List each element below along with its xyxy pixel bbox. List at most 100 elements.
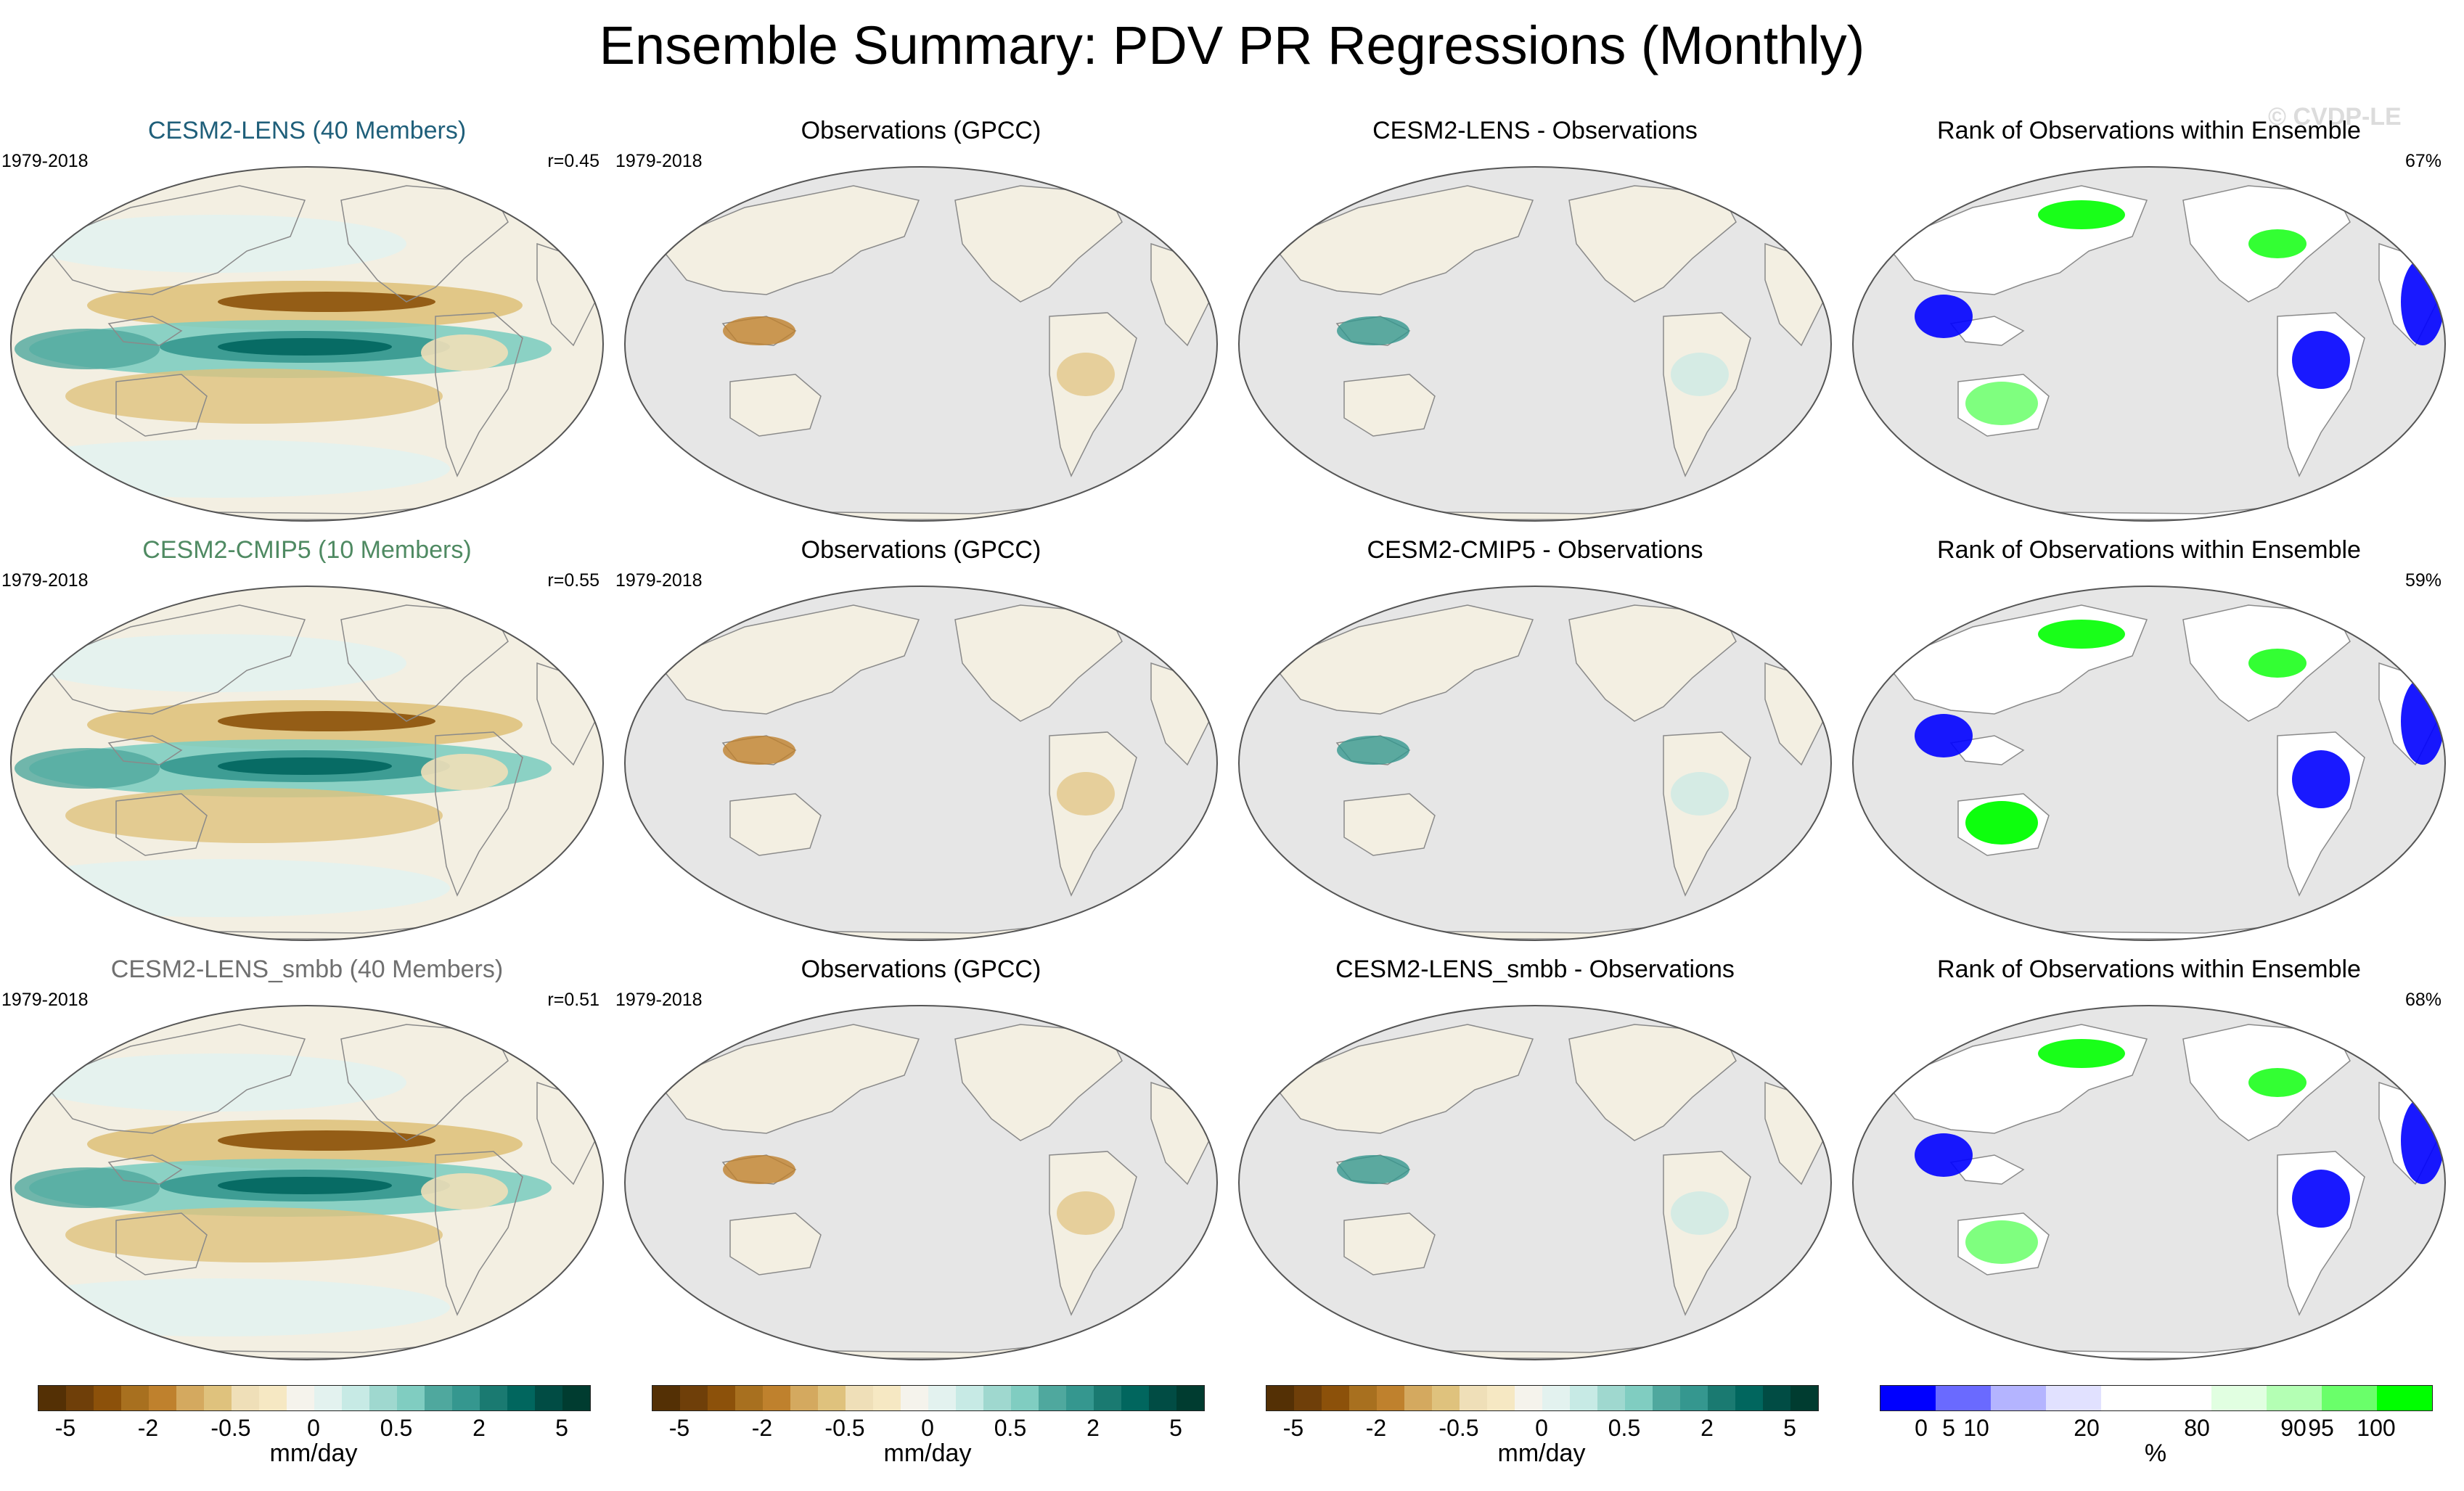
colorbar-swatch (652, 1386, 680, 1410)
colorbar-swatch (1936, 1386, 1991, 1410)
colorbar-tick-label: -2 (137, 1415, 159, 1441)
colorbar-swatch (2267, 1386, 2322, 1410)
colorbar-swatch (1011, 1386, 1039, 1410)
colorbar-obs-ticks: -5 -2 -0.5 0 0.5 2 5 (652, 1415, 1203, 1444)
colorbar-tick-label: 20 (2074, 1415, 2100, 1441)
period-label: 1979-2018 (1, 570, 89, 591)
colorbar-diff-unit: mm/day (1497, 1439, 1586, 1467)
colorbar-swatch (1294, 1386, 1322, 1410)
colorbar-swatch (1176, 1386, 1204, 1410)
colorbar-swatch (1266, 1386, 1294, 1410)
panel-model-row3: CESM2-LENS_smbb (40 Members) 1979-2018 r=0… (0, 955, 614, 1374)
colorbar-rank (1880, 1385, 2433, 1411)
colorbar-model-ticks: -5 -2 -0.5 0 0.5 2 5 (38, 1415, 589, 1444)
colorbar-swatch (1735, 1386, 1763, 1410)
colorbar-swatch (232, 1386, 259, 1410)
colorbar-swatch (1597, 1386, 1625, 1410)
colorbar-swatch (818, 1386, 846, 1410)
colorbar-swatch (1149, 1386, 1176, 1410)
colorbar-tick-label: -5 (668, 1415, 690, 1441)
obs-map (623, 166, 1219, 522)
colorbar-swatch (149, 1386, 176, 1410)
colorbar-swatch (873, 1386, 901, 1410)
diff-panel-title: CESM2-LENS_smbb - Observations (1335, 956, 1735, 983)
panel-obs-row2: Observations (GPCC) 1979-2018 (614, 535, 1228, 955)
colorbar-tick-label: -0.5 (210, 1415, 251, 1441)
diff-map (1237, 586, 1833, 941)
rank-percent-label: 68% (2404, 990, 2442, 1010)
colorbar-swatch (507, 1386, 535, 1410)
colorbar-tick-label: 5 (1942, 1415, 1955, 1441)
colorbar-swatch (287, 1386, 314, 1410)
obs-panel-title: Observations (GPCC) (801, 536, 1041, 564)
colorbar-tick-label: 0 (1915, 1415, 1928, 1441)
colorbar-swatch (1432, 1386, 1460, 1410)
panel-diff-row2: CESM2-CMIP5 - Observations (1228, 535, 1842, 955)
pattern-correlation-label: r=0.55 (547, 570, 599, 591)
colorbar-tick-label: 0 (307, 1415, 320, 1441)
colorbar-swatch (2211, 1386, 2267, 1410)
colorbar-swatch (2101, 1386, 2156, 1410)
rank-panel-title: Rank of Observations within Ensemble (1937, 956, 2361, 983)
colorbar-swatch (176, 1386, 204, 1410)
colorbar-tick-label: 0 (921, 1415, 934, 1441)
rank-map (1851, 166, 2447, 522)
colorbar-swatch (1404, 1386, 1432, 1410)
colorbar-swatch (1515, 1386, 1542, 1410)
colorbar-swatch (1625, 1386, 1653, 1410)
colorbar-swatch (1708, 1386, 1735, 1410)
colorbar-swatch (1570, 1386, 1597, 1410)
pattern-correlation-label: r=0.45 (547, 151, 599, 171)
diff-panel-title: CESM2-CMIP5 - Observations (1367, 536, 1703, 564)
colorbar-tick-label: -5 (1282, 1415, 1304, 1441)
colorbar-swatch (763, 1386, 790, 1410)
colorbar-tick-label: -0.5 (1438, 1415, 1479, 1441)
colorbar-tick-label: 0.5 (380, 1415, 413, 1441)
panel-diff-row1: CESM2-LENS - Observations (1228, 116, 1842, 535)
colorbar-tick-label: -0.5 (824, 1415, 865, 1441)
colorbar-swatch (956, 1386, 983, 1410)
colorbar-swatch (983, 1386, 1011, 1410)
panel-model-row1: CESM2-LENS (40 Members) 1979-2018 r=0.45 (0, 116, 614, 535)
colorbar-swatch (1039, 1386, 1066, 1410)
colorbar-swatch (369, 1386, 397, 1410)
colorbar-swatch (1066, 1386, 1094, 1410)
colorbar-tick-label: 5 (1169, 1415, 1182, 1441)
colorbar-tick-label: 80 (2184, 1415, 2210, 1441)
colorbar-tick-label: 95 (2308, 1415, 2334, 1441)
colorbar-swatch (1991, 1386, 2046, 1410)
colorbar-swatch (562, 1386, 590, 1410)
colorbar-swatch (846, 1386, 873, 1410)
colorbar-diff (1266, 1385, 1819, 1411)
colorbar-swatch (1790, 1386, 1818, 1410)
colorbar-swatch (735, 1386, 763, 1410)
colorbar-swatch (314, 1386, 342, 1410)
panel-obs-row1: Observations (GPCC) 1979-2018 (614, 116, 1228, 535)
obs-map (623, 586, 1219, 941)
colorbar-swatch (121, 1386, 149, 1410)
colorbar-diff-ticks: -5 -2 -0.5 0 0.5 2 5 (1266, 1415, 1817, 1444)
model-panel-title: CESM2-CMIP5 (10 Members) (142, 536, 472, 564)
colorbar-swatch (535, 1386, 562, 1410)
period-label: 1979-2018 (615, 990, 703, 1010)
colorbar-tick-label: 2 (1086, 1415, 1100, 1441)
colorbar-swatch (480, 1386, 507, 1410)
colorbar-obs-unit: mm/day (883, 1439, 972, 1467)
rank-panel-title: Rank of Observations within Ensemble (1937, 117, 2361, 144)
colorbar-swatch (2046, 1386, 2101, 1410)
colorbar-swatch (790, 1386, 818, 1410)
diff-map (1237, 166, 1833, 522)
panel-rank-row3: Rank of Observations within Ensemble 68% (1842, 955, 2456, 1374)
colorbar-tick-label: -5 (54, 1415, 76, 1441)
model-map (9, 1005, 605, 1360)
colorbar-swatch (2156, 1386, 2211, 1410)
model-map (9, 166, 605, 522)
colorbar-swatch (1763, 1386, 1790, 1410)
colorbar-tick-label: 2 (1700, 1415, 1714, 1441)
colorbar-model (38, 1385, 591, 1411)
colorbar-swatch (1460, 1386, 1487, 1410)
period-label: 1979-2018 (615, 570, 703, 591)
colorbar-obs (652, 1385, 1205, 1411)
colorbar-tick-label: -2 (1365, 1415, 1387, 1441)
colorbar-swatch (66, 1386, 94, 1410)
